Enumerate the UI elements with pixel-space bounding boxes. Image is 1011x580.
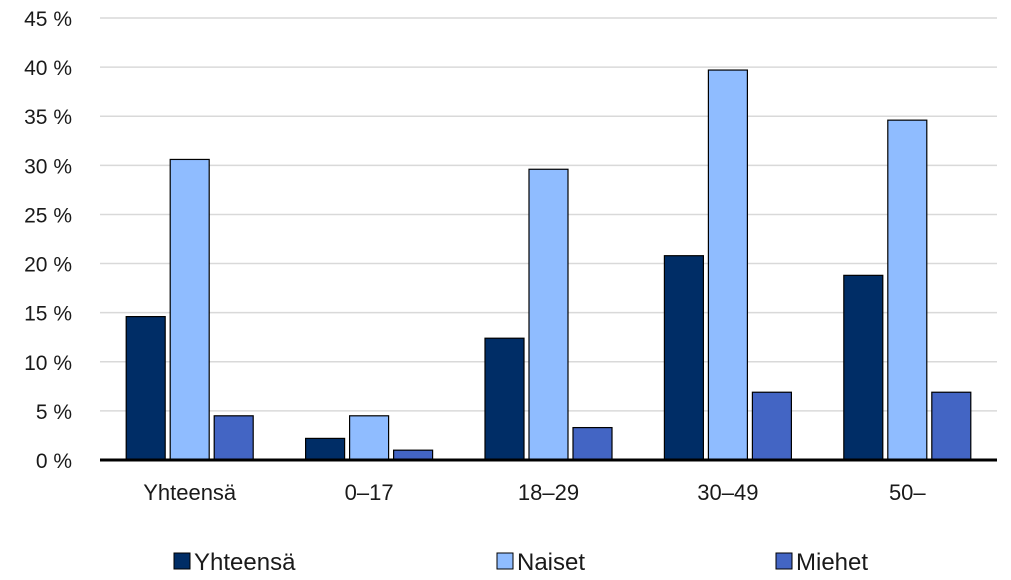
y-axis-ticks: 0 % 5 % 10 % 15 % 20 % 25 % 30 % 35 % 40 % 45 % (24, 8, 72, 473)
legend: Yhteensä Naiset Miehet (173, 549, 868, 576)
bar-naiset-0 (169, 158, 210, 461)
x-category-label: 0–17 (345, 480, 394, 505)
bar-miehet-3 (751, 391, 793, 461)
y-tick-label: 15 % (24, 303, 72, 326)
legend-swatch (775, 552, 793, 570)
y-tick-label: 40 % (24, 57, 72, 80)
bar-miehet-4 (931, 391, 972, 461)
bar-yhteensä-3 (663, 255, 705, 461)
legend-swatch (173, 552, 191, 570)
legend-label: Naiset (517, 549, 585, 575)
bars (125, 69, 972, 461)
legend-label: Yhteensä (194, 549, 296, 575)
bar-naiset-2 (528, 168, 569, 461)
y-tick-label: 10 % (24, 352, 72, 375)
x-category-label: Yhteensä (143, 480, 237, 505)
bar-naiset-4 (887, 119, 928, 461)
y-tick-label: 20 % (24, 254, 72, 277)
legend-swatch (496, 552, 514, 570)
y-tick-label: 0 % (36, 450, 72, 473)
legend-label: Miehet (796, 549, 868, 575)
bar-miehet-0 (213, 415, 254, 461)
x-category-label: 30–49 (697, 480, 758, 505)
bar-naiset-3 (707, 69, 749, 461)
bar-yhteensä-1 (305, 437, 346, 461)
y-tick-label: 30 % (24, 155, 72, 178)
bar-miehet-2 (572, 426, 613, 461)
bar-naiset-1 (349, 415, 390, 461)
y-tick-label: 5 % (36, 401, 72, 424)
x-axis-categories: Yhteensä 0–17 18–29 30–49 50– (143, 480, 926, 505)
y-tick-label: 25 % (24, 204, 72, 227)
y-tick-label: 35 % (24, 106, 72, 129)
x-category-label: 50– (889, 480, 926, 505)
bar-yhteensä-4 (843, 274, 884, 461)
bar-yhteensä-0 (125, 315, 166, 461)
bar-yhteensä-2 (484, 337, 525, 461)
x-category-label: 18–29 (518, 480, 579, 505)
y-tick-label: 45 % (24, 8, 72, 31)
